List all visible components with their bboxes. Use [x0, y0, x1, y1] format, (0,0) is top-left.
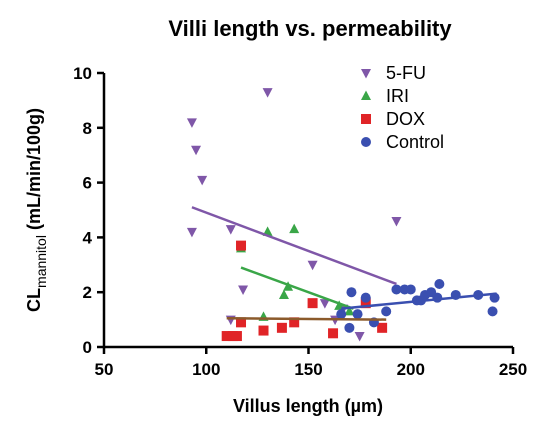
y-tick-label: 10: [73, 64, 92, 83]
legend-marker: [361, 137, 371, 147]
legend-marker: [361, 114, 371, 124]
data-point-circle: [336, 309, 347, 320]
data-point-square: [231, 331, 242, 342]
data-point-circle: [346, 287, 357, 298]
x-tick-label: 50: [95, 360, 114, 379]
data-point-circle: [391, 284, 402, 295]
y-axis-label-units: (mL/min/100g): [24, 108, 44, 235]
data-point-triangle-down: [262, 88, 273, 98]
y-tick-label: 8: [83, 119, 92, 138]
data-point-square: [307, 298, 318, 309]
legend-marker: [361, 69, 371, 79]
legend-entry: DOX: [386, 109, 425, 129]
plot-area: 50 100 150 200 250 0 2 4 6 8 10: [73, 64, 527, 379]
data-point-triangle-up: [278, 289, 289, 299]
data-point-square: [289, 317, 300, 328]
legend-marker: [361, 90, 371, 100]
data-point-circle: [344, 322, 355, 333]
x-axis-label: Villus length (µm): [233, 396, 383, 416]
data-point-square: [221, 331, 232, 342]
data-point-triangle-down: [238, 285, 249, 295]
data-point-circle: [381, 306, 392, 317]
data-point-square: [236, 240, 247, 251]
data-point-triangle-down: [225, 225, 236, 235]
x-tick-label: 250: [499, 360, 527, 379]
data-point-triangle-down: [186, 227, 197, 238]
y-tick-label: 0: [83, 338, 92, 357]
data-point-triangle-up: [289, 223, 300, 234]
y-axis-label: CLmannitol (mL/min/100g): [24, 108, 49, 312]
legend-entry: 5-FU: [386, 63, 426, 83]
trend-line: [191, 206, 397, 286]
y-tick-label: 4: [83, 228, 93, 247]
data-point-circle: [487, 306, 498, 317]
legend-entry: IRI: [386, 86, 409, 106]
data-point-triangle-down: [191, 145, 202, 156]
chart-title: Villi length vs. permeability: [168, 16, 452, 41]
data-point-triangle-up: [344, 305, 355, 316]
data-point-circle: [432, 292, 443, 303]
data-point-square: [377, 322, 388, 333]
legend: 5-FU IRI DOX Control: [361, 63, 444, 152]
data-point-triangle-down: [391, 216, 402, 227]
data-point-circle: [360, 292, 371, 303]
data-point-triangle-down: [307, 260, 318, 271]
data-point-circle: [434, 278, 445, 289]
y-tick-label: 2: [83, 283, 92, 302]
data-point-triangle-down: [186, 118, 197, 128]
data-point-triangle-down: [197, 175, 208, 186]
trend-line: [240, 266, 354, 310]
data-point-triangle-down: [319, 299, 330, 309]
data-point-square: [276, 322, 287, 333]
y-tick-label: 6: [83, 174, 92, 193]
data-point-square: [258, 325, 269, 336]
data-point-circle: [352, 309, 363, 320]
y-axis-label-main: CL: [24, 288, 44, 312]
data-point-square: [236, 317, 247, 328]
data-point-square: [360, 298, 371, 309]
y-axis-label-subscript: mannitol: [33, 235, 49, 288]
x-tick-label: 200: [397, 360, 425, 379]
trend-line: [226, 316, 387, 321]
x-tick-label: 150: [294, 360, 322, 379]
legend-entry: Control: [386, 132, 444, 152]
x-tick-label: 100: [192, 360, 220, 379]
data-point-square: [328, 328, 339, 339]
data-point-circle: [405, 284, 416, 295]
trend-line: [341, 292, 497, 310]
data-point-triangle-down: [354, 332, 365, 342]
